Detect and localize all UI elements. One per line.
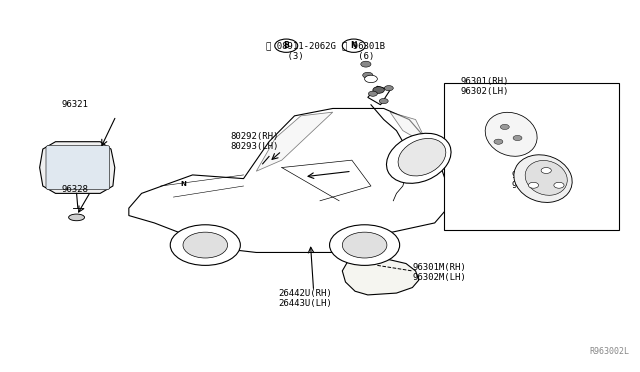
Text: 96301M(RH)
96302M(LH): 96301M(RH) 96302M(LH) — [412, 263, 466, 282]
PathPatch shape — [129, 109, 447, 253]
PathPatch shape — [390, 112, 428, 145]
Text: Ⓑ 08911-2062G
    (3): Ⓑ 08911-2062G (3) — [266, 42, 336, 61]
Circle shape — [330, 225, 399, 265]
Text: 96365M(RH)
96366M(LH): 96365M(RH) 96366M(LH) — [511, 171, 565, 190]
Circle shape — [494, 139, 503, 144]
FancyBboxPatch shape — [46, 145, 109, 190]
Text: N: N — [351, 41, 357, 50]
Text: B: B — [284, 41, 289, 50]
Text: 80292(RH)
80293(LH): 80292(RH) 80293(LH) — [231, 132, 279, 151]
Circle shape — [554, 182, 564, 188]
Circle shape — [275, 39, 298, 52]
Circle shape — [363, 72, 373, 78]
Ellipse shape — [387, 133, 451, 183]
Text: 96301(RH)
96302(LH): 96301(RH) 96302(LH) — [460, 77, 509, 96]
PathPatch shape — [40, 142, 115, 193]
Ellipse shape — [485, 112, 537, 156]
Circle shape — [342, 232, 387, 258]
Circle shape — [365, 75, 378, 83]
Text: Ⓝ 96301B
   (6): Ⓝ 96301B (6) — [342, 42, 385, 61]
FancyBboxPatch shape — [444, 83, 620, 230]
Circle shape — [529, 182, 539, 188]
Circle shape — [170, 225, 241, 265]
Ellipse shape — [68, 214, 84, 221]
Text: 26442U(RH)
26443U(LH): 26442U(RH) 26443U(LH) — [278, 289, 332, 308]
Circle shape — [361, 61, 371, 67]
Circle shape — [373, 87, 385, 93]
Text: N: N — [180, 181, 186, 187]
PathPatch shape — [342, 258, 419, 295]
Circle shape — [369, 91, 378, 96]
Ellipse shape — [514, 155, 572, 202]
Ellipse shape — [525, 160, 567, 195]
Text: 96328: 96328 — [62, 185, 89, 194]
Circle shape — [183, 232, 228, 258]
Ellipse shape — [398, 138, 446, 176]
Circle shape — [500, 124, 509, 129]
Text: 96321: 96321 — [62, 100, 89, 109]
Circle shape — [380, 99, 388, 104]
PathPatch shape — [256, 112, 333, 171]
Circle shape — [541, 167, 551, 173]
Circle shape — [513, 135, 522, 141]
PathPatch shape — [368, 86, 390, 105]
Circle shape — [342, 39, 365, 52]
Text: R963002L: R963002L — [589, 347, 629, 356]
Circle shape — [385, 86, 394, 91]
